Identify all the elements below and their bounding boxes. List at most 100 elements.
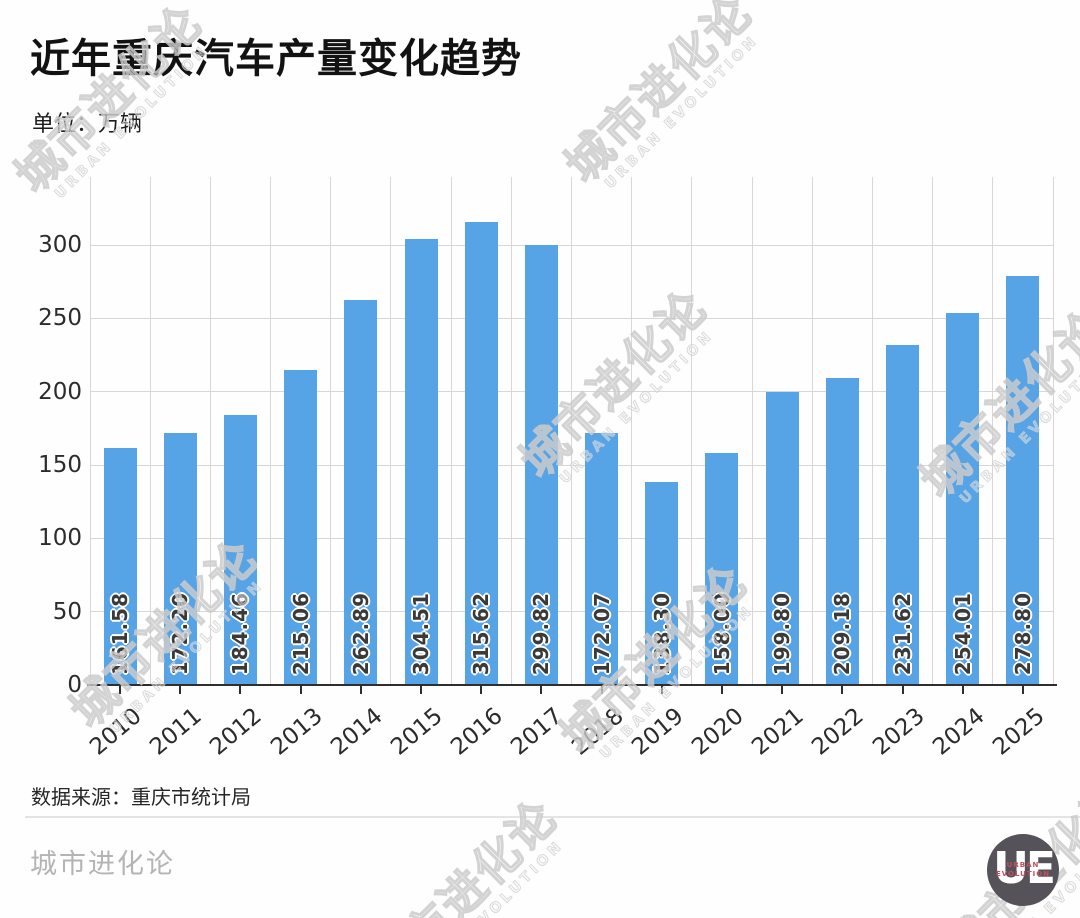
x-axis-line: [87, 684, 1057, 686]
x-axis-tick: [540, 685, 543, 694]
bar: 184.46: [223, 414, 257, 685]
grid-line-vertical: [571, 177, 572, 685]
bar: 254.01: [946, 312, 980, 685]
grid-line-vertical: [89, 177, 91, 685]
grid-line-vertical: [1052, 177, 1054, 685]
x-axis-tick: [119, 685, 122, 694]
bar: 172.07: [585, 432, 619, 685]
x-tick-label: 2022: [807, 703, 870, 761]
x-axis-tick: [600, 685, 603, 694]
bar: 161.58: [103, 448, 137, 685]
x-axis-tick: [841, 685, 844, 694]
y-tick-label: 100: [38, 525, 82, 552]
bar-value-label: 209.18: [830, 591, 855, 675]
bar: 315.62: [464, 222, 498, 685]
x-tick-label: 2025: [988, 703, 1050, 761]
grid-line-vertical: [209, 177, 211, 685]
watermark-text: URBAN EVOLUTION: [601, 31, 763, 193]
bar: 231.62: [886, 345, 920, 685]
bar-value-label: 262.89: [348, 591, 373, 675]
x-tick-label: 2011: [145, 703, 207, 761]
x-axis-tick: [901, 685, 904, 694]
bar: 304.51: [404, 238, 438, 685]
x-tick-label: 2012: [205, 703, 268, 761]
bar-value-label: 172.20: [168, 591, 193, 675]
bar-value-label: 138.30: [649, 591, 674, 675]
grid-line-vertical: [270, 177, 272, 685]
bar-value-label: 231.62: [890, 591, 915, 675]
grid-line-vertical: [871, 177, 873, 685]
grid-line-vertical: [450, 177, 452, 685]
grid-line-vertical: [992, 177, 994, 685]
x-tick-label: 2015: [386, 703, 448, 761]
y-tick-label: 0: [67, 672, 82, 698]
grid-line-vertical: [811, 177, 813, 685]
logo-ue-text: UE: [993, 843, 1056, 894]
page-title: 近年重庆汽车产量变化趋势: [30, 36, 522, 82]
watermark-text: URBAN EVOLUTION: [406, 836, 568, 918]
y-tick-label: 250: [38, 305, 82, 332]
bar-value-label: 278.80: [1010, 591, 1035, 675]
x-axis-tick: [961, 685, 964, 694]
x-tick-label: 2023: [867, 703, 930, 761]
x-tick-label: 2016: [446, 703, 508, 761]
x-axis-tick: [480, 685, 483, 694]
x-tick-label: 2020: [687, 703, 749, 761]
bar: 278.80: [1006, 276, 1040, 685]
x-tick-label: 2017: [506, 703, 569, 761]
bar-value-label: 304.51: [409, 591, 434, 675]
y-tick-label: 150: [38, 452, 82, 479]
grid-line-vertical: [330, 177, 332, 685]
brand-logo: UE URBAN EVOLUTION: [987, 834, 1059, 906]
y-tick-label: 200: [38, 378, 82, 405]
bar: 172.20: [163, 432, 197, 685]
x-axis-tick: [359, 685, 362, 694]
x-tick-label: 2024: [927, 703, 990, 761]
x-axis-tick: [720, 685, 723, 694]
bar-chart: 161.58 172.20 184.46 215.06 262.89 304.51 315.…: [87, 177, 1057, 694]
bar-value-label: 199.80: [770, 591, 795, 675]
bar: 209.18: [825, 378, 859, 685]
footer-divider: [25, 816, 1080, 818]
watermark-text: 城市进化论: [554, 0, 763, 193]
bar-value-label: 254.01: [950, 591, 975, 675]
bar-value-label: 184.46: [228, 591, 253, 675]
grid-line-vertical: [691, 177, 693, 685]
bar: 215.06: [284, 369, 318, 685]
bar: 158.00: [705, 453, 739, 685]
bar: 262.89: [344, 299, 378, 685]
grid-line-vertical: [510, 177, 512, 685]
watermark-text: 城市进化论: [359, 789, 568, 918]
x-tick-label: 2014: [325, 703, 388, 761]
grid-line-vertical: [932, 177, 934, 685]
x-tick-label: 2019: [626, 703, 689, 761]
bar: 138.30: [645, 482, 679, 685]
bar-value-label: 215.06: [288, 591, 313, 675]
brand-footer: 城市进化论: [30, 849, 175, 880]
x-tick-label: 2021: [747, 703, 809, 761]
x-tick-label: 2013: [265, 703, 328, 761]
bar-value-label: 315.62: [469, 591, 494, 675]
bar-value-label: 161.58: [108, 591, 133, 675]
grid-line-vertical: [149, 177, 151, 685]
bar-value-label: 172.07: [589, 591, 614, 675]
x-axis-tick: [420, 685, 423, 694]
grid-line-vertical: [390, 177, 392, 685]
bar-value-label: 299.82: [529, 591, 554, 675]
x-axis-tick: [781, 685, 784, 694]
unit-label: 单位：万辆: [32, 112, 143, 137]
y-tick-label: 300: [38, 232, 82, 259]
x-axis-tick: [239, 685, 242, 694]
x-axis-tick: [660, 685, 663, 694]
bar: 199.80: [765, 392, 799, 685]
x-tick-label: 2018: [566, 703, 629, 761]
logo-subtext: URBAN EVOLUTION: [995, 861, 1051, 878]
x-tick-label: 2010: [85, 703, 147, 761]
bar-value-label: 158.00: [709, 591, 734, 675]
source-note: 数据来源：重庆市统计局: [31, 785, 251, 809]
x-axis-tick: [1021, 685, 1024, 694]
x-axis-tick: [299, 685, 302, 694]
